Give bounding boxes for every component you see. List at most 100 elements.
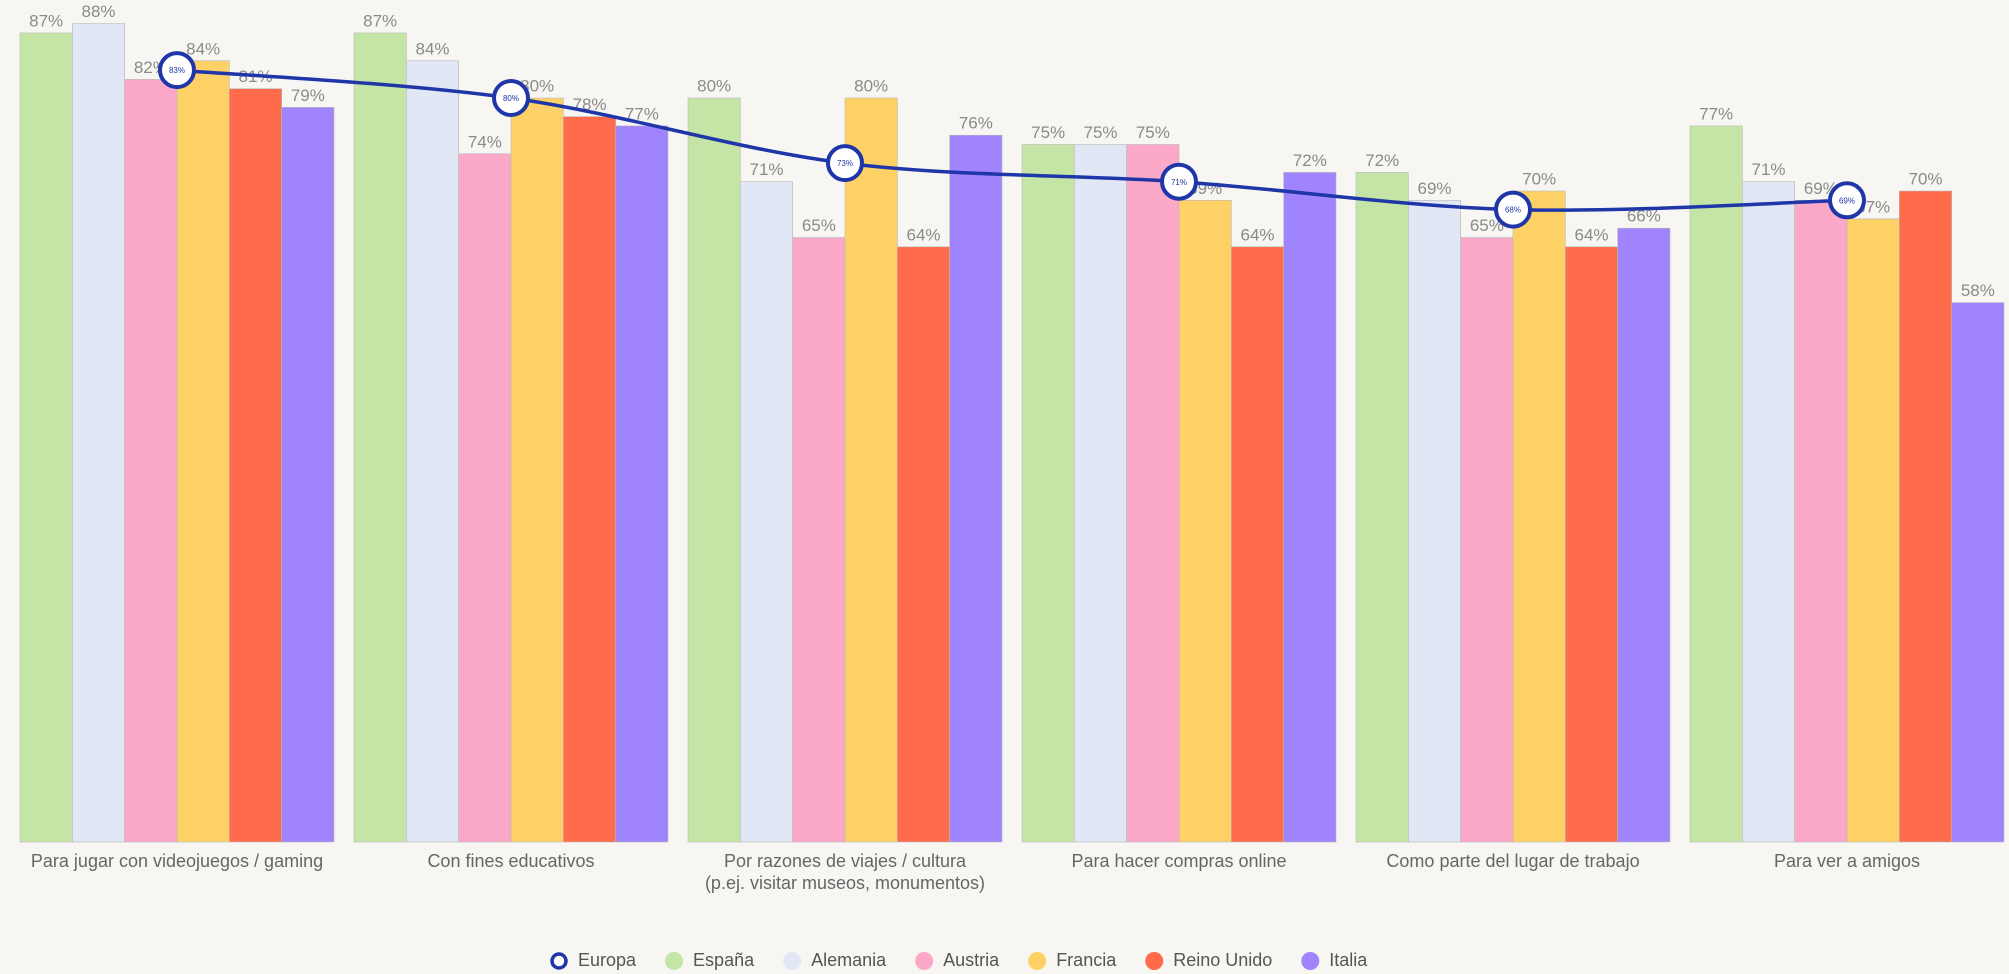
bar: [1565, 246, 1618, 843]
bar: [1178, 200, 1232, 843]
bar: [897, 246, 950, 843]
data-label: 66%: [1627, 207, 1661, 226]
data-label: 84%: [186, 39, 220, 58]
line-marker: [492, 79, 530, 117]
bar: [281, 107, 335, 843]
data-label: 80%: [854, 76, 888, 95]
legend-label: Italia: [1329, 950, 1368, 970]
x-tick-label: Como parte del lugar de trabajo: [1386, 851, 1639, 871]
x-tick-label: Con fines educativos: [427, 851, 594, 871]
legend-label: Europa: [578, 950, 637, 970]
bar: [740, 181, 793, 843]
legend-marker: [665, 952, 684, 970]
data-label: 79%: [291, 86, 325, 105]
legend-label: Reino Unido: [1173, 950, 1272, 970]
bar: [1951, 302, 2005, 843]
legend-label: Alemania: [811, 950, 887, 970]
data-label: 74%: [468, 132, 502, 151]
legend-marker: [550, 952, 568, 970]
legend-label: Francia: [1056, 950, 1117, 970]
line-marker: [1160, 162, 1198, 201]
data-label: 80%: [503, 94, 519, 103]
bar: [1512, 190, 1566, 843]
legend-marker: [1028, 952, 1047, 970]
bar: [1742, 181, 1795, 843]
data-label: 64%: [1574, 225, 1608, 244]
data-label: 75%: [1031, 123, 1065, 142]
data-label: 83%: [169, 66, 185, 75]
line-marker: [1494, 190, 1532, 229]
data-label: 58%: [1961, 281, 1995, 300]
x-tick-label: Para ver a amigos: [1774, 851, 1920, 871]
data-label: 87%: [363, 11, 397, 30]
legend-marker: [783, 952, 802, 970]
bar: [229, 88, 282, 843]
bar: [615, 125, 669, 843]
data-label: 70%: [1522, 169, 1556, 188]
line: [176, 68, 1848, 212]
x-tick-label: Para hacer compras online: [1071, 851, 1286, 871]
bar: [1794, 200, 1848, 843]
data-label: 71%: [1171, 178, 1187, 187]
data-label: 68%: [1505, 206, 1521, 215]
bar: [687, 97, 741, 843]
data-label: 64%: [1240, 225, 1274, 244]
bar: [949, 134, 1003, 843]
line-marker: [826, 144, 864, 183]
data-label: 71%: [1751, 160, 1785, 179]
data-label: 84%: [415, 39, 449, 58]
data-label: 76%: [959, 114, 993, 133]
bar: [458, 153, 512, 843]
data-label: 73%: [837, 159, 853, 168]
bar: [1021, 144, 1075, 843]
legend-label: España: [693, 950, 755, 970]
bar: [1408, 200, 1461, 843]
data-label: 69%: [1804, 179, 1838, 198]
data-label: 80%: [697, 76, 731, 95]
bar: [1231, 246, 1284, 843]
bar: [563, 116, 616, 843]
data-label: 80%: [520, 76, 554, 95]
line-marker: [158, 51, 196, 90]
bar: [1617, 227, 1671, 843]
bar: [353, 32, 407, 843]
data-label: 75%: [1136, 123, 1170, 142]
bar: [1074, 144, 1127, 843]
bar: [1899, 190, 1952, 843]
data-label: 72%: [1365, 151, 1399, 170]
legend-marker: [915, 952, 934, 970]
bar: [1126, 144, 1180, 843]
bar: [1846, 218, 1900, 843]
data-label: 64%: [906, 225, 940, 244]
bar: [1460, 237, 1514, 843]
data-label: 70%: [1908, 169, 1942, 188]
bar: [1689, 125, 1743, 843]
data-label: 88%: [81, 2, 115, 21]
bar: [1355, 172, 1409, 843]
data-label: 77%: [625, 104, 659, 123]
bar: [1283, 172, 1337, 843]
bar: [510, 97, 564, 843]
bar: [792, 237, 846, 843]
bar: [72, 23, 125, 843]
data-label: 87%: [29, 11, 63, 30]
legend-marker: [1145, 952, 1164, 970]
bar: [406, 60, 459, 843]
data-label: 75%: [1083, 123, 1117, 142]
legend-label: Austria: [943, 950, 1000, 970]
bar: [19, 32, 73, 843]
x-tick-label: Para jugar con videojuegos / gaming: [31, 851, 323, 871]
data-label: 71%: [749, 160, 783, 179]
bar: [124, 79, 178, 843]
data-label: 65%: [802, 216, 836, 235]
data-label: 77%: [1699, 104, 1733, 123]
line-marker: [1828, 181, 1866, 220]
legend-marker: [1301, 952, 1320, 970]
data-label: 65%: [1470, 216, 1504, 235]
data-label: 69%: [1839, 196, 1855, 205]
data-label: 69%: [1417, 179, 1451, 198]
data-label: 72%: [1293, 151, 1327, 170]
bar: [176, 60, 230, 843]
bar: [844, 97, 898, 843]
